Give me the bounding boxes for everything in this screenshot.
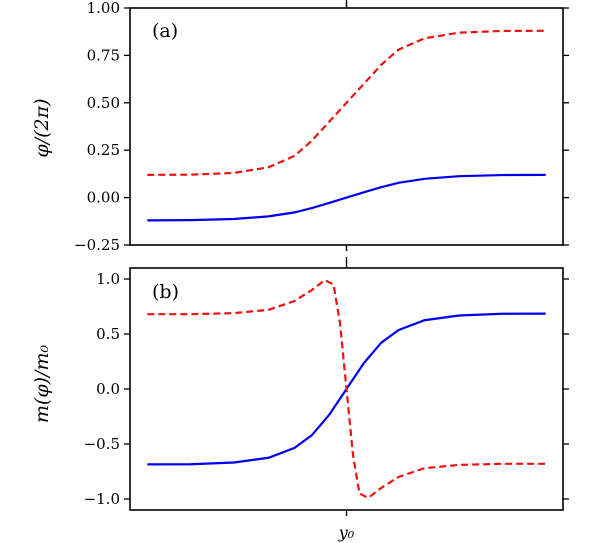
y-tick-label: 0.0 — [96, 380, 120, 398]
panel-label: (a) — [152, 20, 178, 42]
y-tick-label: 0.50 — [87, 94, 120, 112]
y-axis-label: φ/(2π) — [31, 98, 53, 157]
x-tick-label: y₀ — [338, 523, 355, 542]
panel-a: −0.25 0.00 0.25 0.50 0.75 1.00 (a) φ/(2π) — [31, 0, 569, 254]
plot-frame — [129, 7, 564, 246]
y-tick-label: 0.25 — [87, 141, 120, 159]
series-line-2-dashed — [147, 29, 546, 176]
y-tick-label: −0.5 — [84, 435, 120, 453]
series-line-2-dashed — [147, 278, 546, 500]
y-tick-label: 0.5 — [96, 325, 120, 343]
series-line-1-solid — [147, 173, 546, 222]
y-tick-label: 1.0 — [96, 270, 120, 288]
y-tick-label: −1.0 — [84, 490, 120, 508]
y-tick-label: 0.75 — [87, 46, 120, 64]
panel-label: (b) — [152, 281, 179, 303]
y-axis-label: m(φ)/m₀ — [31, 345, 53, 424]
y-tick-label: 0.00 — [87, 189, 120, 207]
panel-b: −1.0 −0.5 0.0 0.5 1.0 (b) m(φ)/m₀ y₀ — [31, 262, 569, 542]
y-tick-label: −0.25 — [74, 236, 120, 254]
y-tick-label: 1.00 — [87, 0, 120, 17]
